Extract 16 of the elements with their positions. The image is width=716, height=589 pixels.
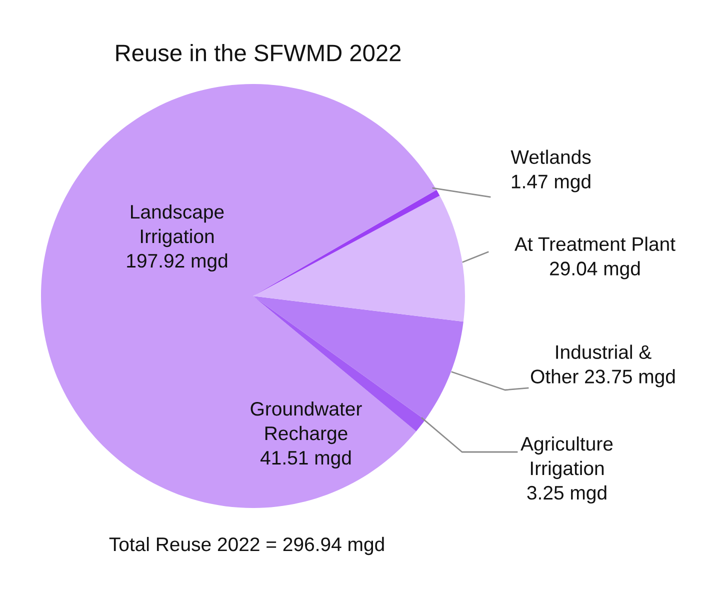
data-label: 1.47 mgd — [512, 174, 590, 192]
slice-label: Groundwater Recharge — [250, 401, 362, 444]
chart-title: Reuse in the SFWMD 2022 — [116, 44, 401, 62]
slice-label: Industrial & Other 23.75 mgd — [530, 344, 675, 388]
data-label: 197.92 mgd — [127, 253, 228, 272]
slice-label: Wetlands — [510, 150, 591, 164]
pie-slice — [253, 196, 465, 322]
slice-label: Agriculture Irrigation — [520, 436, 613, 480]
data-label: 41.51 mgd — [260, 450, 351, 469]
slice-label: Landscape Irrigation — [131, 204, 224, 248]
slice-label: At Treatment Plant — [514, 236, 676, 251]
text: Total Reuse 2022 = 296.94 mgd — [109, 536, 384, 556]
pie-slice — [253, 190, 440, 296]
data-label: 3.25 mgd — [527, 485, 606, 504]
data-label: 29.04 mgd — [550, 261, 640, 280]
pie-slice — [41, 84, 437, 508]
